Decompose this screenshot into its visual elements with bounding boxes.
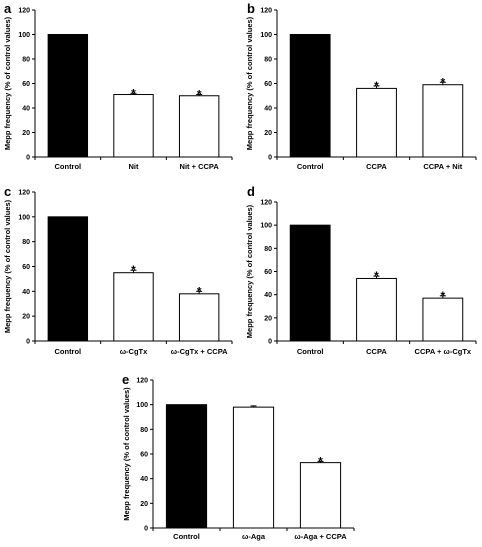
bar-1 xyxy=(113,272,154,342)
y-tick-label: 60 xyxy=(22,264,30,271)
category-label: ω-CgTx xyxy=(120,347,148,356)
bar-2 xyxy=(299,462,342,529)
bar-2 xyxy=(178,293,220,342)
y-tick-label: 40 xyxy=(264,292,272,299)
chart-panel-d: d Mepp frequency (% of control values) 0 20… xyxy=(245,184,477,356)
category-label: Control xyxy=(54,162,81,171)
y-tick-label: 100 xyxy=(260,32,272,39)
y-tick-label: 120 xyxy=(136,378,148,385)
category-label: CCPA + ω-CgTx xyxy=(415,347,472,356)
significance-marker: * xyxy=(318,454,323,468)
category-label: CCPA + Nit xyxy=(423,162,462,171)
category-label: ω-Aga xyxy=(242,532,266,541)
panel-letter: b xyxy=(247,1,255,16)
y-tick-label: 100 xyxy=(136,402,148,409)
significance-marker: * xyxy=(440,75,445,89)
significance-marker: * xyxy=(197,88,202,102)
y-tick-label: 120 xyxy=(18,8,30,15)
y-axis-title: Mepp frequency (% of control values) xyxy=(245,204,254,338)
bar-2 xyxy=(422,84,464,158)
panel-letter: e xyxy=(122,372,129,387)
y-tick-label: 20 xyxy=(22,130,30,137)
y-tick-label: 60 xyxy=(22,81,30,88)
bar-1 xyxy=(113,94,154,158)
y-tick-label: 40 xyxy=(140,476,148,483)
category-label: CCPA xyxy=(366,162,387,171)
y-tick-label: 40 xyxy=(22,289,30,296)
y-tick-label: 60 xyxy=(140,452,148,459)
y-tick-label: 100 xyxy=(18,32,30,39)
y-tick-label: 100 xyxy=(260,223,272,230)
y-tick-label: 80 xyxy=(140,427,148,434)
bar-2 xyxy=(178,95,220,158)
bar-1 xyxy=(356,87,397,158)
y-axis-title: Mepp frequency (% of control values) xyxy=(122,387,131,521)
y-tick-label: 60 xyxy=(264,81,272,88)
panel-letter: a xyxy=(4,1,12,16)
significance-marker: * xyxy=(440,289,445,303)
y-tick-label: 60 xyxy=(264,269,272,276)
bar-0 xyxy=(289,34,331,158)
y-tick-label: 0 xyxy=(26,339,30,346)
y-tick-label: 0 xyxy=(144,526,148,533)
y-tick-label: 80 xyxy=(264,246,272,253)
y-tick-label: 120 xyxy=(260,200,272,207)
category-label: CCPA xyxy=(366,347,387,356)
y-tick-label: 20 xyxy=(264,315,272,322)
significance-marker: * xyxy=(374,79,379,93)
y-tick-label: 80 xyxy=(22,239,30,246)
category-label: ω-CgTx + CCPA xyxy=(171,347,228,356)
y-axis-title: Mepp frequency (% of control values) xyxy=(245,16,254,150)
y-tick-label: 20 xyxy=(140,501,148,508)
bar-1 xyxy=(232,406,275,529)
category-label: Nit xyxy=(129,162,140,171)
bar-2 xyxy=(422,297,464,342)
bar-1 xyxy=(356,277,397,342)
panel-letter: c xyxy=(4,184,11,199)
bar-0 xyxy=(165,404,208,529)
category-label: Nit + CCPA xyxy=(180,162,220,171)
category-label: Control xyxy=(297,162,324,171)
y-tick-label: 80 xyxy=(264,57,272,64)
y-tick-label: 40 xyxy=(22,106,30,113)
category-label: Control xyxy=(297,347,324,356)
y-tick-label: 120 xyxy=(260,8,272,15)
bar-0 xyxy=(47,34,89,158)
significance-marker: * xyxy=(374,269,379,283)
category-label: Control xyxy=(173,532,200,541)
y-tick-label: 120 xyxy=(18,190,30,197)
category-label: ω-Aga + CCPA xyxy=(294,532,347,541)
y-tick-label: 20 xyxy=(22,314,30,321)
panel-letter: d xyxy=(247,184,255,199)
significance-marker: * xyxy=(197,284,202,298)
y-tick-label: 20 xyxy=(264,130,272,137)
y-tick-label: 80 xyxy=(22,57,30,64)
y-tick-label: 100 xyxy=(18,214,30,221)
y-tick-label: 0 xyxy=(268,155,272,162)
y-axis-title: Mepp frequency (% of control values) xyxy=(3,199,12,333)
significance-marker: * xyxy=(131,263,136,277)
y-tick-label: 40 xyxy=(264,106,272,113)
y-tick-label: 0 xyxy=(26,155,30,162)
category-label: Control xyxy=(54,347,81,356)
bar-0 xyxy=(47,216,89,342)
y-tick-label: 0 xyxy=(268,339,272,346)
bar-0 xyxy=(289,224,331,342)
significance-marker: * xyxy=(131,86,136,100)
y-axis-title: Mepp frequency (% of control values) xyxy=(3,16,12,150)
